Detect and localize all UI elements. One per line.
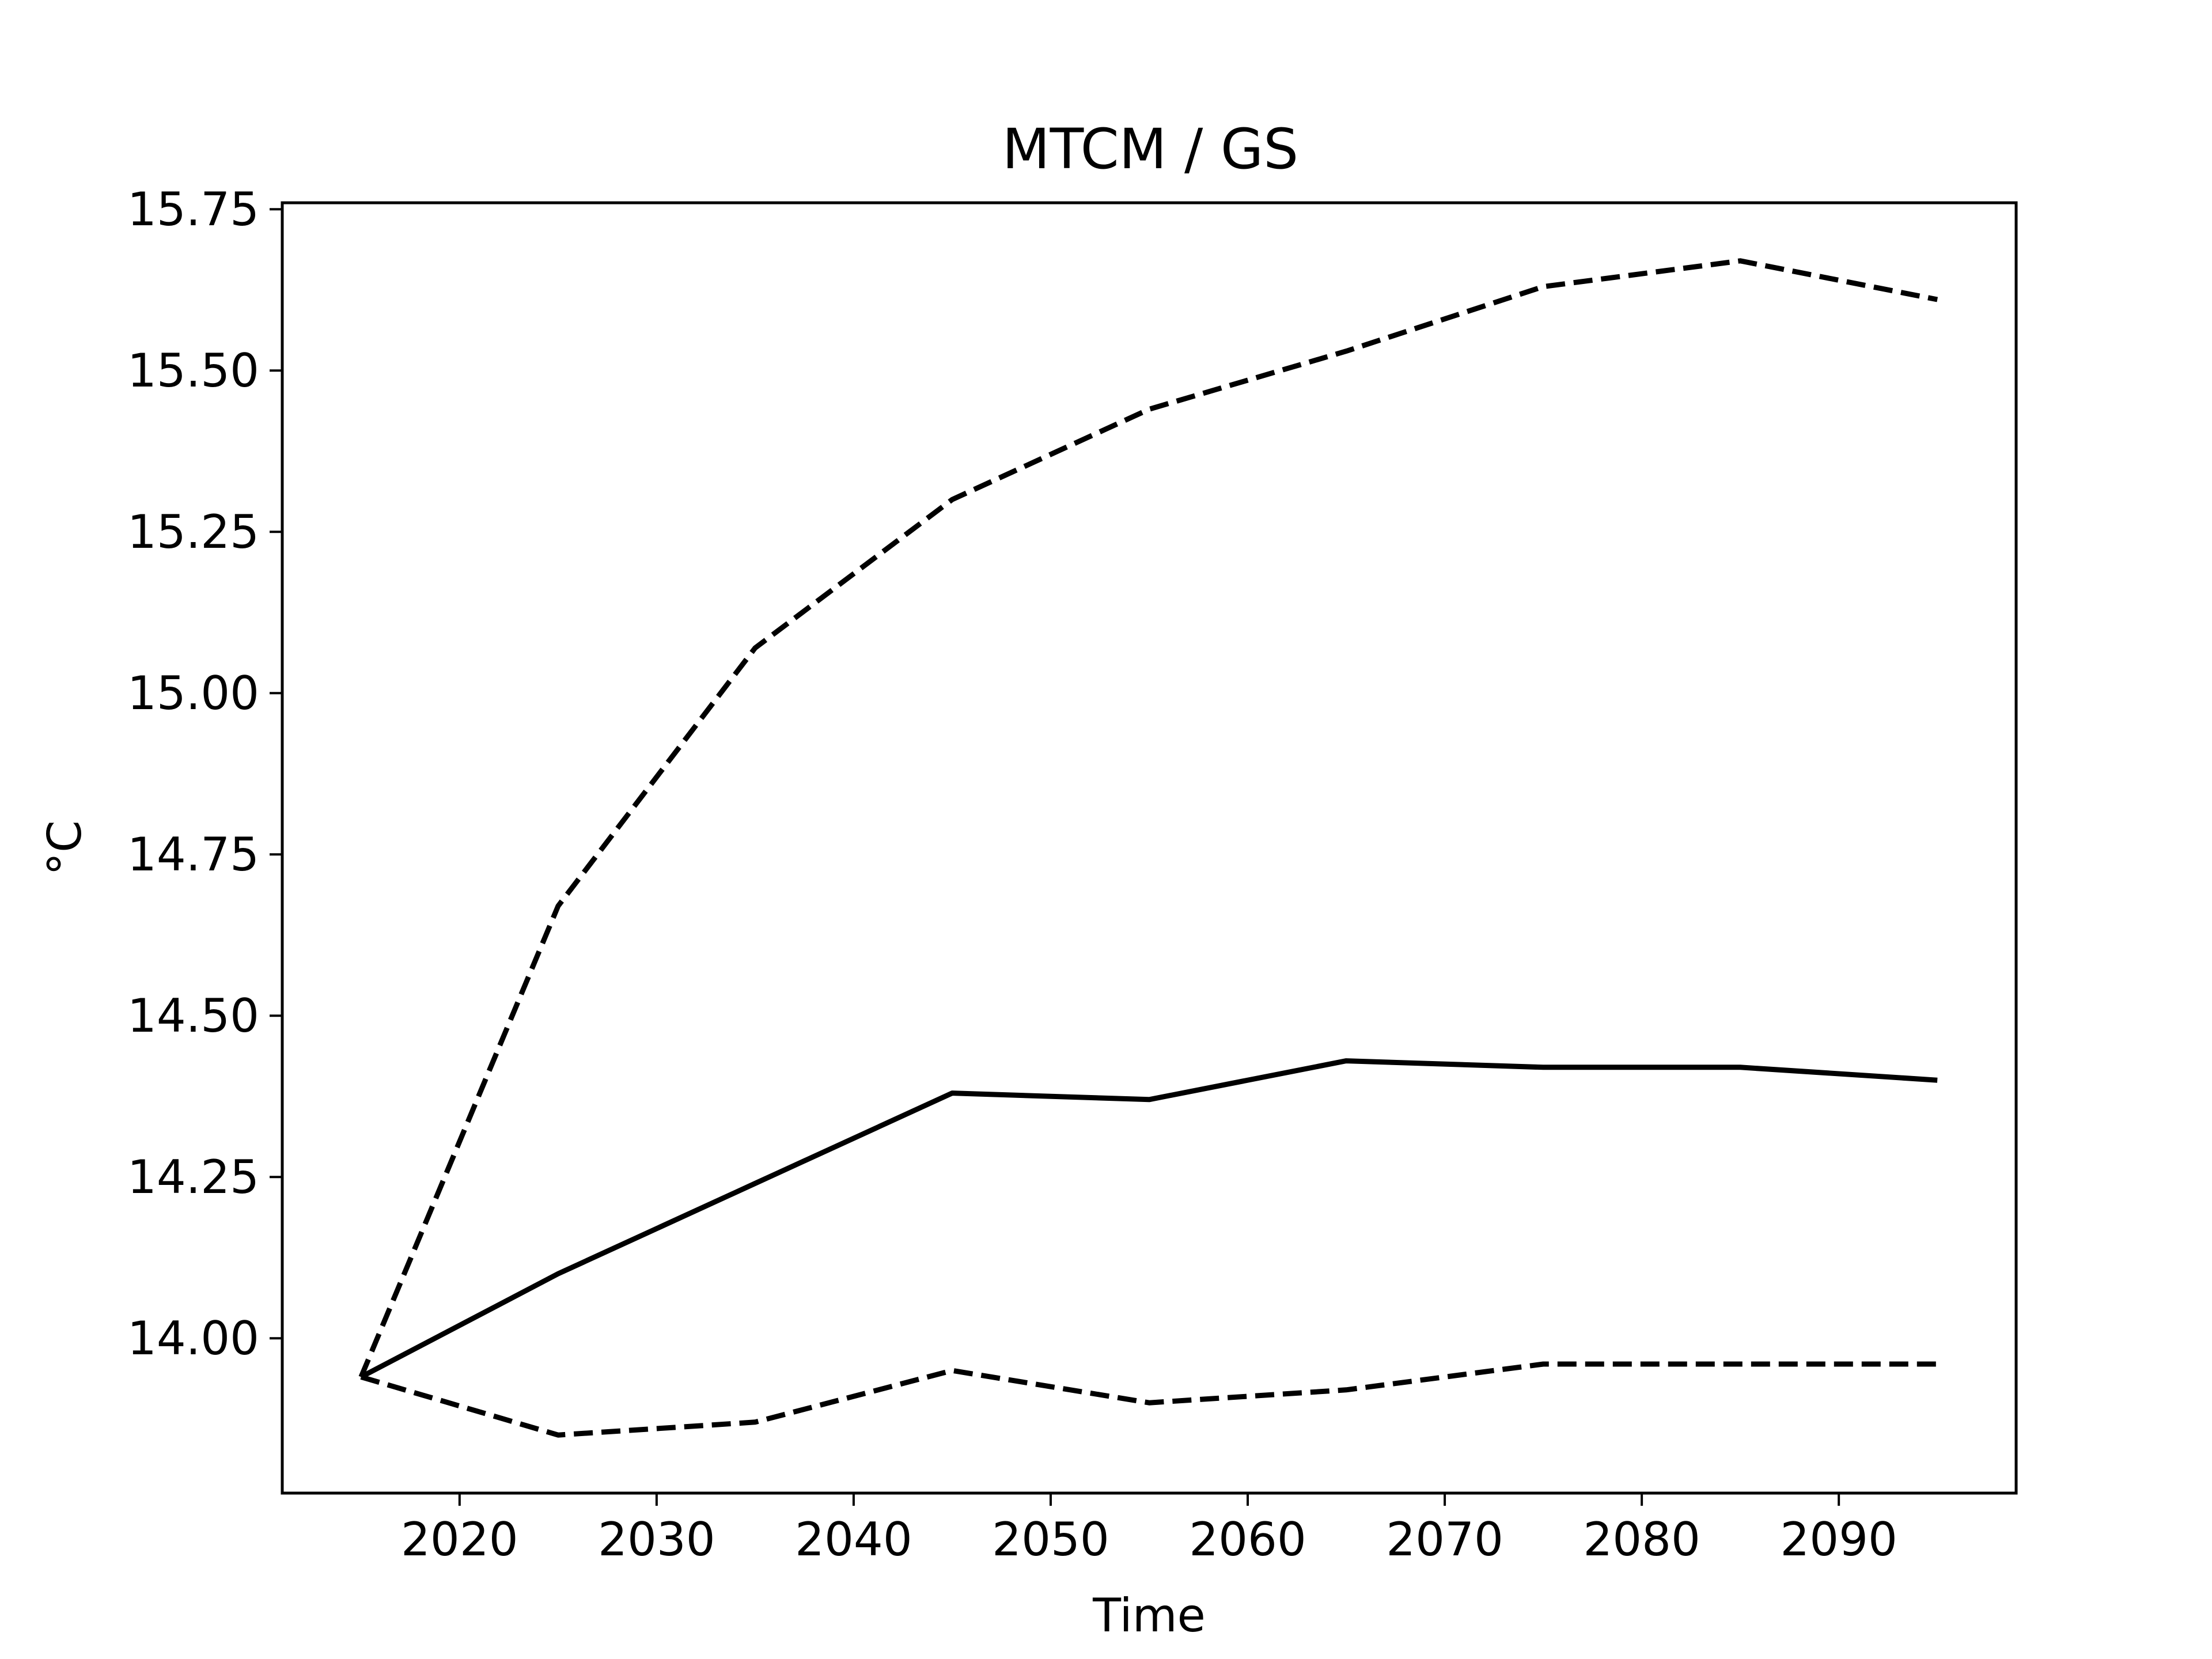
- chart-title: MTCM / GS: [1002, 117, 1298, 181]
- y-tick-label: 14.00: [127, 1312, 259, 1365]
- y-tick-label: 15.75: [127, 183, 259, 236]
- y-axis-label: °C: [38, 820, 92, 876]
- y-tick-label: 15.00: [127, 666, 259, 720]
- series-line-3: [360, 1361, 1938, 1438]
- x-tick-label: 2070: [1386, 1513, 1503, 1566]
- series-line-1: [358, 258, 1938, 1378]
- y-tick-label: 14.50: [127, 989, 259, 1043]
- y-tick-label: 15.50: [127, 344, 259, 397]
- y-axis: 14.00 14.25 14.50 14.75 15.00 15.25 15.50 15.75: [127, 183, 282, 1365]
- x-tick-label: 2080: [1583, 1513, 1700, 1566]
- plot-frame: [281, 201, 2018, 1495]
- x-tick-label: 2050: [992, 1513, 1109, 1566]
- series-layer: [358, 258, 1938, 1438]
- x-tick-label: 2060: [1189, 1513, 1306, 1566]
- x-tick-label: 2040: [795, 1513, 912, 1566]
- series-line-2: [359, 1058, 1938, 1380]
- y-tick-label: 14.25: [127, 1150, 259, 1204]
- x-axis: 2020 2030 2040 2050 2060 2070 2080 2090: [401, 1493, 1897, 1566]
- x-tick-label: 2020: [401, 1513, 518, 1566]
- x-tick-label: 2030: [598, 1513, 715, 1566]
- x-tick-label: 2090: [1780, 1513, 1897, 1566]
- x-axis-label: Time: [1092, 1589, 1206, 1642]
- y-tick-label: 14.75: [127, 828, 259, 881]
- y-tick-label: 15.25: [127, 505, 259, 559]
